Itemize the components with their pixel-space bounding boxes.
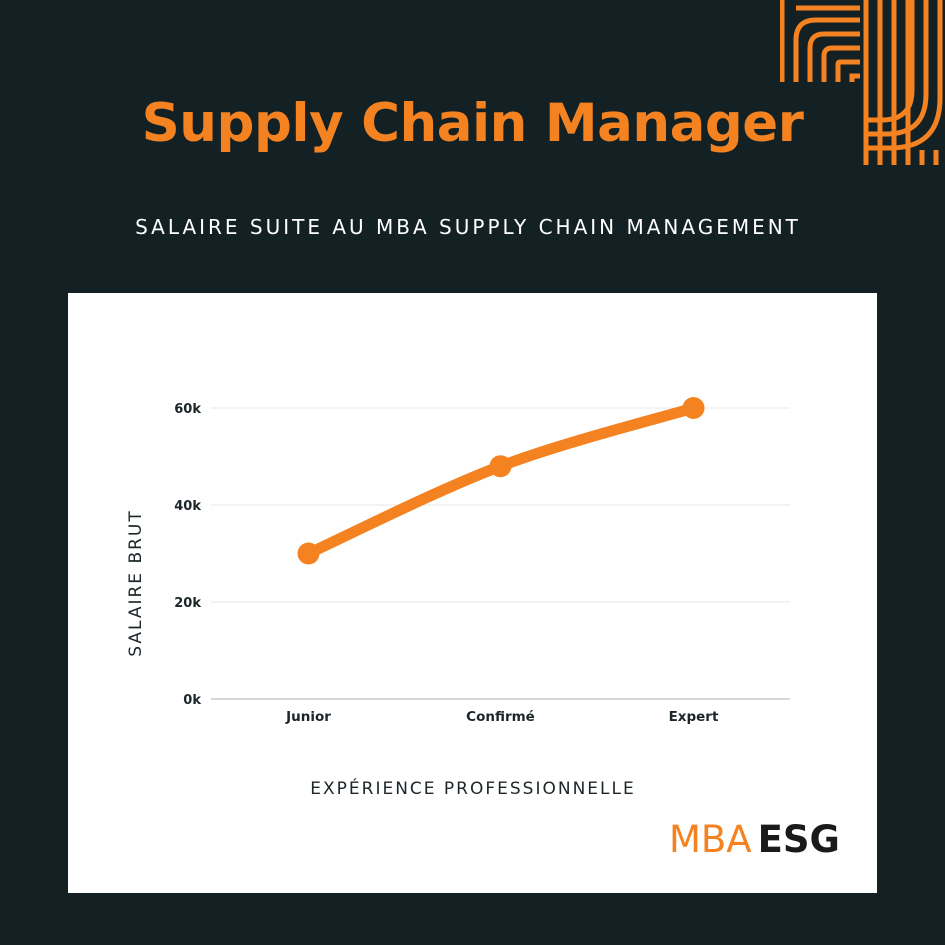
y-tick-label: 40k (174, 499, 201, 514)
chart-card: 0k 20k 40k 60k Junior Confirmé Expert SALAIRE… (68, 293, 877, 893)
y-tick-label: 0k (183, 693, 201, 708)
data-point (297, 542, 320, 565)
series-line (303, 402, 699, 559)
salary-line-chart: 0k 20k 40k 60k Junior Confirmé Expert SALAIRE… (126, 397, 790, 799)
x-axis-ticks: Junior Confirmé Expert (285, 709, 719, 725)
logo-esg-text: ESG (757, 818, 840, 861)
data-point (682, 397, 705, 419)
x-tick-label: Confirmé (466, 709, 535, 725)
y-tick-label: 20k (174, 596, 201, 611)
data-point (489, 455, 512, 478)
x-tick-label: Junior (285, 709, 331, 725)
y-tick-label: 60k (174, 402, 201, 417)
x-axis-label: EXPÉRIENCE PROFESSIONNELLE (310, 777, 635, 799)
y-axis-ticks: 0k 20k 40k 60k (174, 402, 201, 708)
page-title: Supply Chain Manager (141, 93, 804, 154)
x-tick-label: Expert (669, 709, 719, 725)
mba-esg-logo: MBA ESG (669, 821, 840, 858)
data-points (297, 397, 705, 565)
y-axis-label: SALAIRE BRUT (126, 509, 146, 657)
logo-mba-text: MBA (669, 818, 752, 861)
page-subtitle: SALAIRE SUITE AU MBA SUPPLY CHAIN MANAGE… (135, 215, 801, 239)
